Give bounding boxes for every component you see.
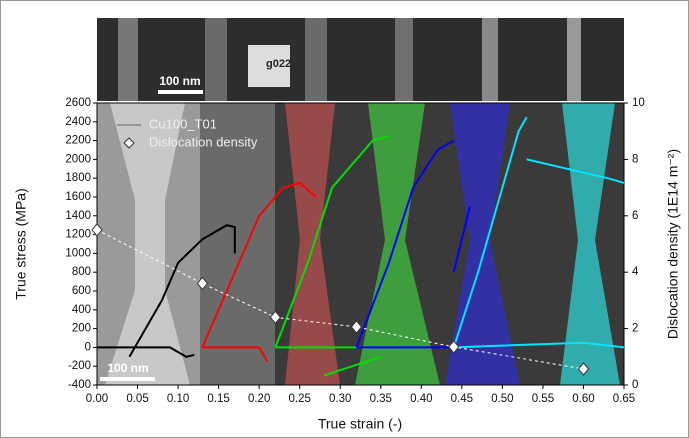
legend-marker	[123, 137, 135, 149]
x-tick-label: 0.00	[86, 393, 108, 405]
y-tick-label: 200	[72, 323, 91, 335]
y2-tick-label: 0	[632, 379, 638, 391]
annotation: 100 nm	[159, 74, 200, 88]
density-line	[96, 229, 584, 370]
y-tick-label: 1000	[65, 247, 91, 259]
x-tick-label: 0.40	[410, 393, 432, 405]
x-tick-label: 0.25	[288, 393, 310, 405]
x-tick-label: 0.65	[613, 393, 635, 405]
y-tick-label: 2600	[65, 97, 91, 109]
y-tick-label: 2000	[65, 153, 91, 165]
x-tick-label: 0.05	[126, 393, 148, 405]
y-tick-label: 0	[85, 341, 91, 353]
x-tick-label: 0.50	[491, 393, 513, 405]
x-tick-label: 0.55	[532, 393, 554, 405]
plot-frame	[96, 102, 625, 386]
y2-tick-label: 8	[632, 153, 638, 165]
y-tick-label: 800	[72, 266, 91, 278]
density-point	[350, 320, 363, 334]
y-tick-label: 2200	[65, 135, 91, 147]
x-axis-label: True strain (-)	[318, 416, 402, 432]
x-tick-label: 0.20	[248, 393, 270, 405]
y2-tick-label: 6	[632, 210, 638, 222]
y2-axis-label: Dislocation density (1E14 m⁻²)	[665, 149, 681, 339]
y2-tick-label: 4	[632, 266, 639, 278]
y2-tick-label: 10	[632, 97, 645, 109]
y-tick-label: 1800	[65, 172, 91, 184]
annotation: 100 nm	[107, 361, 148, 375]
stress-curve	[355, 139, 471, 349]
y-tick-label: 1600	[65, 191, 91, 203]
density-point	[577, 362, 590, 376]
y-tick-label: 1200	[65, 229, 91, 241]
x-tick-label: 0.30	[329, 393, 351, 405]
x-tick-label: 0.45	[451, 393, 473, 405]
y-tick-label: 1400	[65, 210, 91, 222]
density-point	[91, 223, 103, 237]
legend-label: Cu100_T01	[149, 116, 217, 131]
y-tick-label: 600	[72, 285, 91, 297]
y-tick-label: 400	[72, 304, 91, 316]
legend-label: Dislocation density	[149, 134, 258, 149]
y2-tick-label: 2	[632, 323, 638, 335]
stress-curve	[201, 181, 317, 362]
x-tick-label: 0.60	[572, 393, 594, 405]
annotation: g022	[266, 58, 291, 70]
density-point	[196, 276, 209, 291]
stress-curve	[97, 224, 236, 358]
plot-background	[97, 103, 624, 385]
y-tick-label: -200	[68, 360, 91, 372]
y-axis-label: True stress (MPa)	[13, 188, 29, 300]
stress-curve	[452, 116, 625, 349]
x-tick-label: 0.10	[167, 393, 189, 405]
micrograph-strip	[97, 18, 624, 101]
y-tick-label: -400	[68, 379, 91, 391]
stress-curve	[274, 134, 390, 377]
density-point	[269, 310, 282, 325]
x-tick-label: 0.15	[207, 393, 229, 405]
x-tick-label: 0.35	[370, 393, 392, 405]
y-tick-label: 2400	[65, 116, 91, 128]
density-point	[448, 340, 460, 354]
